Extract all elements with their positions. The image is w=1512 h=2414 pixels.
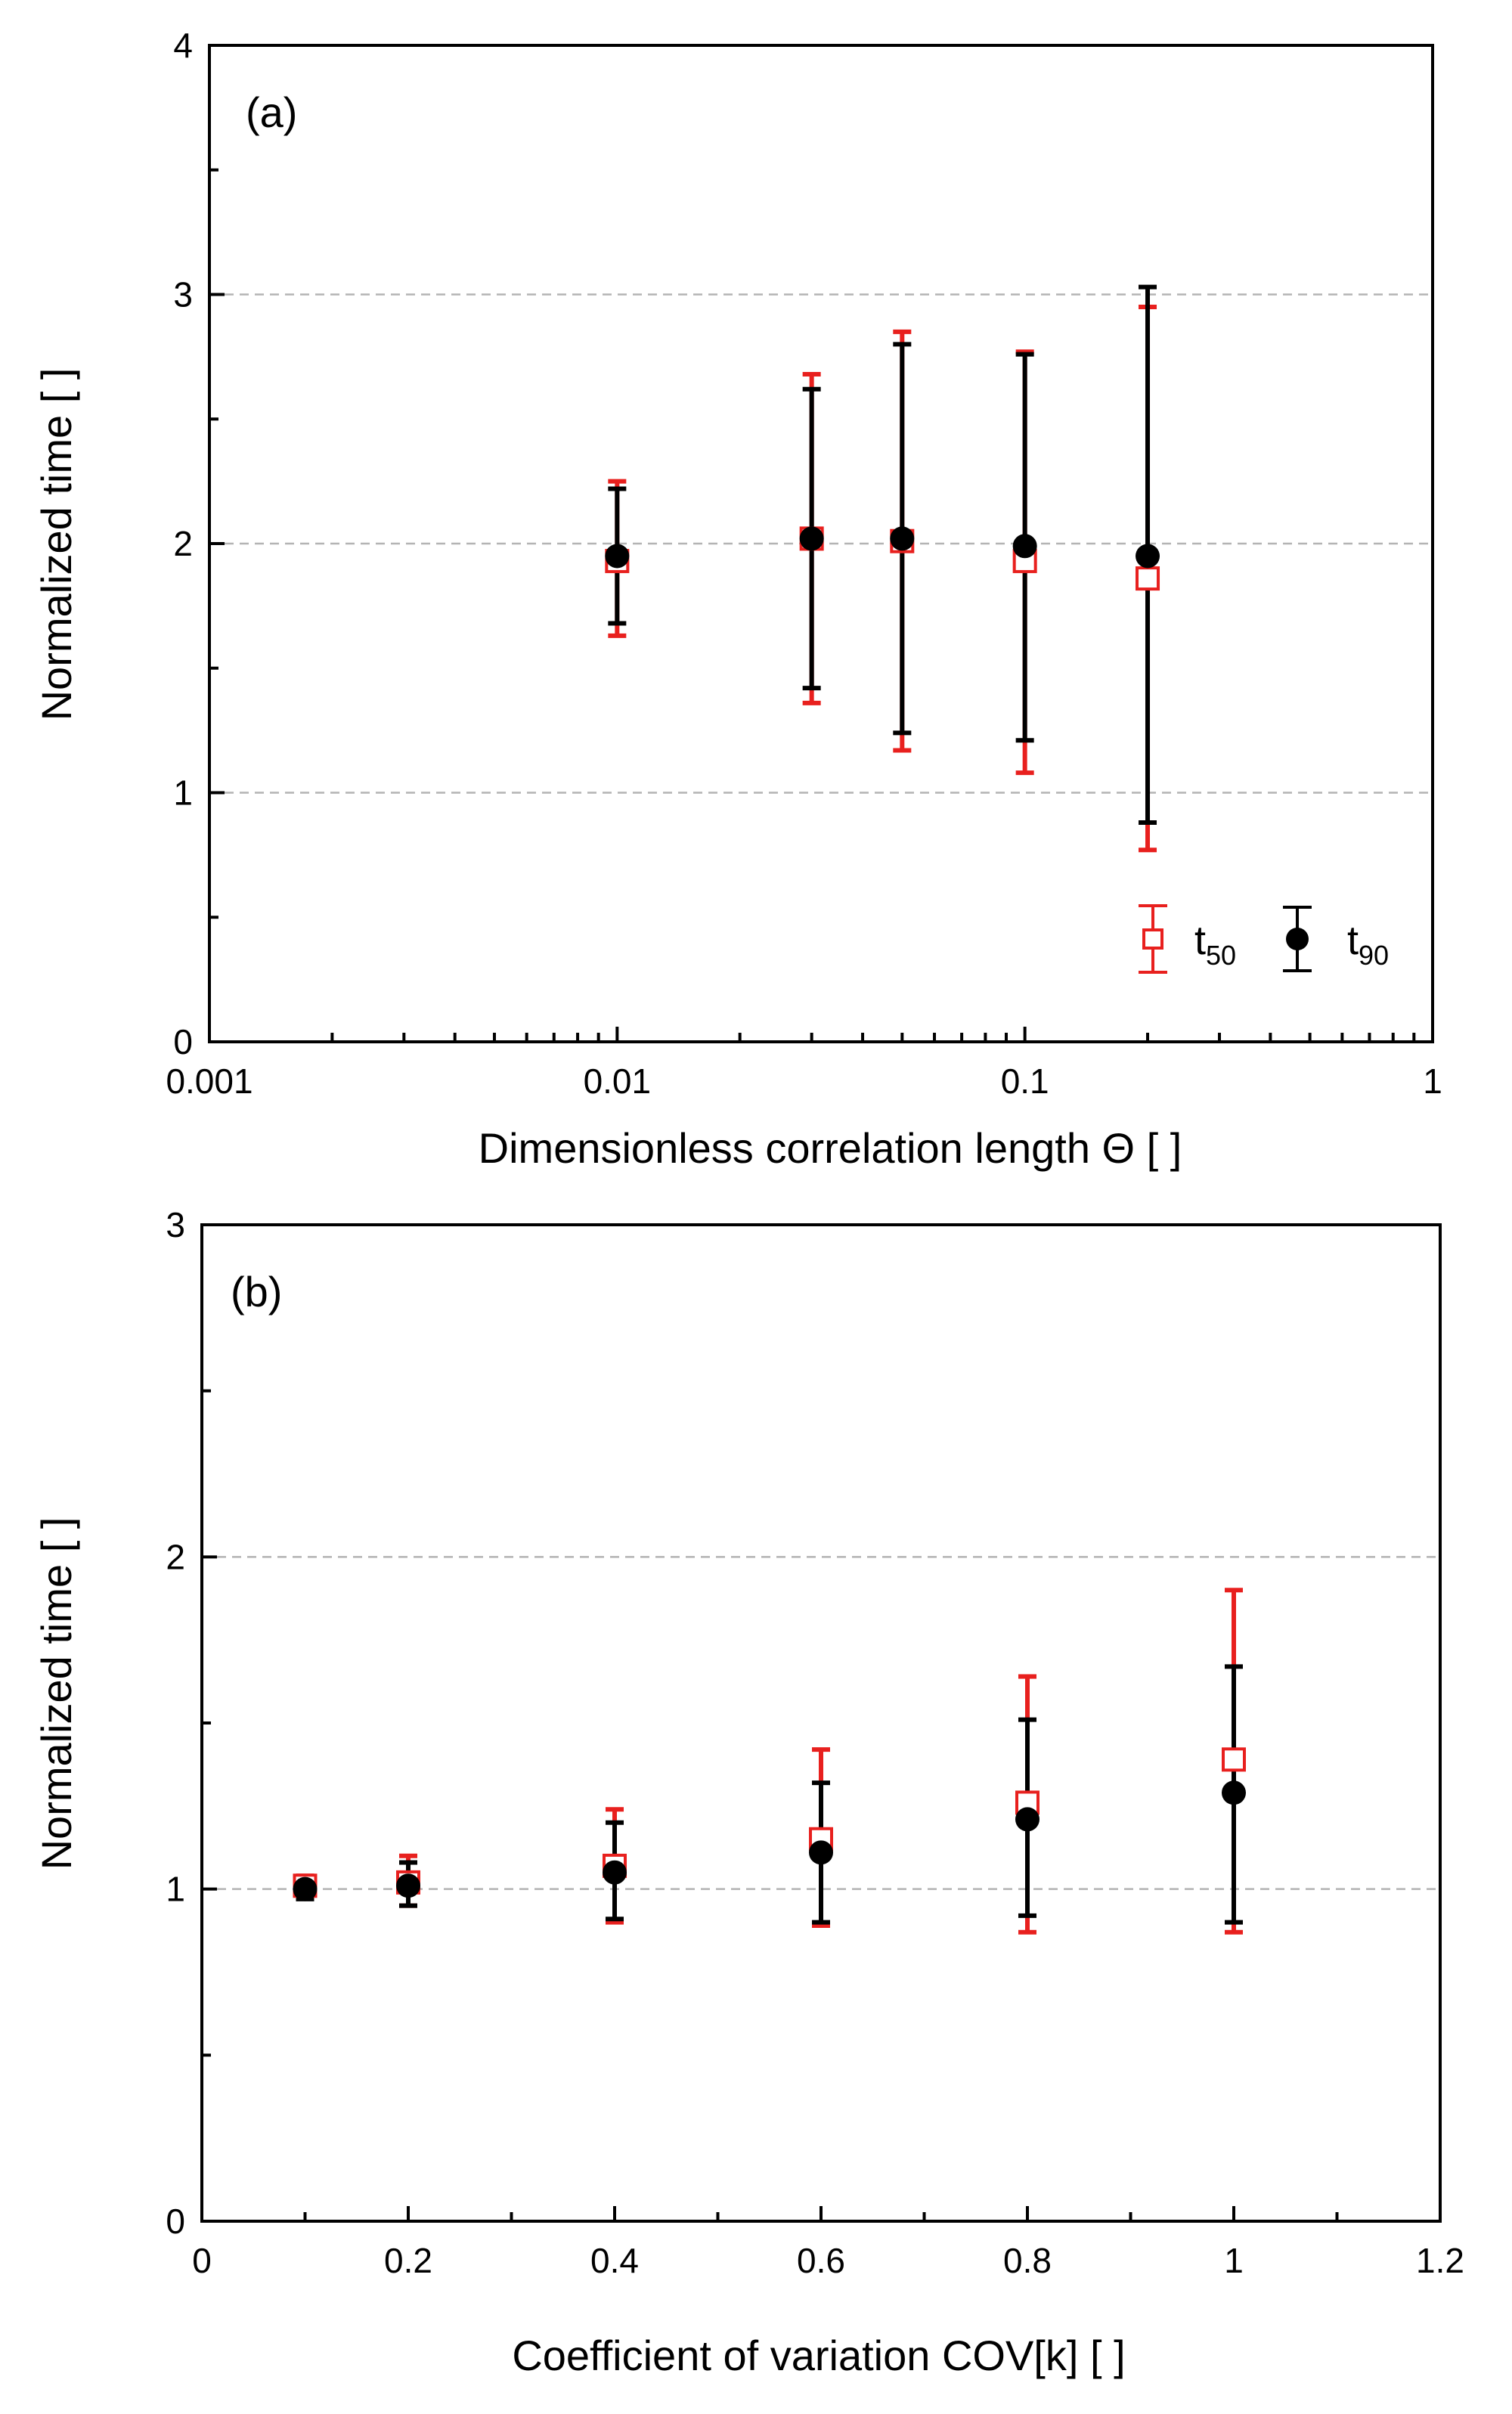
axis-ticks-a — [208, 44, 1434, 1043]
x-tick-label: 0.01 — [584, 1061, 652, 1101]
legend-item-t50: t50 — [1139, 904, 1236, 974]
panel-label-a: (a) — [246, 88, 297, 136]
y-tick-label: 2 — [173, 524, 193, 563]
y-tick-label: 0 — [166, 2202, 185, 2241]
chart-panel-a: 0 1 2 3 4 0.001 0.01 0.1 1 (a) Dimensionless cor… — [33, 26, 1442, 1172]
tick-labels-b: 0 1 2 3 0 0.2 0.4 0.6 0.8 1 1.2 — [166, 1205, 1464, 2280]
panel-label-b: (b) — [231, 1268, 282, 1315]
t90-marker — [293, 1876, 318, 1901]
t90-marker — [890, 526, 915, 551]
tick-labels-a: 0 1 2 3 4 0.001 0.01 0.1 1 — [166, 26, 1442, 1101]
legend-t50-marker — [1142, 928, 1163, 950]
x-tick-label: 0.6 — [797, 2241, 845, 2280]
t90-marker — [799, 526, 824, 551]
t50-marker — [1222, 1747, 1246, 1772]
t90-marker — [1222, 1780, 1246, 1805]
t90-marker — [1136, 544, 1160, 569]
legend-item-t90: t90 — [1283, 906, 1389, 972]
chart-panel-b: 0 1 2 3 0 0.2 0.4 0.6 0.8 1 1.2 (b) Coefficient of… — [33, 1205, 1464, 2379]
x-tick-label: 0 — [192, 2241, 212, 2280]
x-tick-label: 0.4 — [590, 2241, 639, 2280]
data-series-b — [293, 1588, 1246, 1935]
y-tick-label: 3 — [173, 275, 193, 315]
y-axis-title-a: Normalized time [ ] — [33, 368, 80, 721]
y-tick-label: 3 — [166, 1205, 185, 1244]
y-tick-label: 1 — [166, 1870, 185, 1909]
y-tick-label: 2 — [166, 1537, 185, 1576]
x-axis-title-a: Dimensionless correlation length Θ [ ] — [479, 1124, 1182, 1172]
legend-t90-label: t90 — [1347, 918, 1389, 971]
t90-marker — [809, 1840, 833, 1865]
x-tick-label: 0.001 — [166, 1061, 253, 1101]
t90-marker — [1015, 1807, 1040, 1832]
x-tick-label: 0.8 — [1003, 2241, 1052, 2280]
y-tick-label: 4 — [173, 26, 193, 65]
legend-a: t50 t90 — [1139, 904, 1389, 974]
y-tick-label: 0 — [173, 1022, 193, 1061]
t90-marker — [603, 1860, 627, 1885]
x-tick-label: 1 — [1224, 2241, 1244, 2280]
t90-marker — [605, 544, 630, 569]
y-tick-label: 1 — [173, 773, 193, 813]
x-axis-title-b: Coefficient of variation COV[k] [ ] — [512, 2332, 1125, 2379]
legend-t50-label: t50 — [1194, 918, 1236, 971]
t50-marker — [1136, 566, 1160, 591]
t90-marker — [396, 1873, 420, 1898]
y-axis-title-b: Normalized time [ ] — [33, 1517, 80, 1870]
x-tick-label: 0.1 — [1001, 1061, 1049, 1101]
x-tick-label: 1 — [1423, 1061, 1442, 1101]
legend-t90-marker — [1286, 928, 1309, 950]
x-tick-label: 0.2 — [384, 2241, 432, 2280]
data-series-a — [605, 284, 1160, 853]
x-tick-label: 1.2 — [1416, 2241, 1464, 2280]
axis-ticks-b — [200, 1223, 1442, 2223]
t90-marker — [1012, 534, 1037, 559]
